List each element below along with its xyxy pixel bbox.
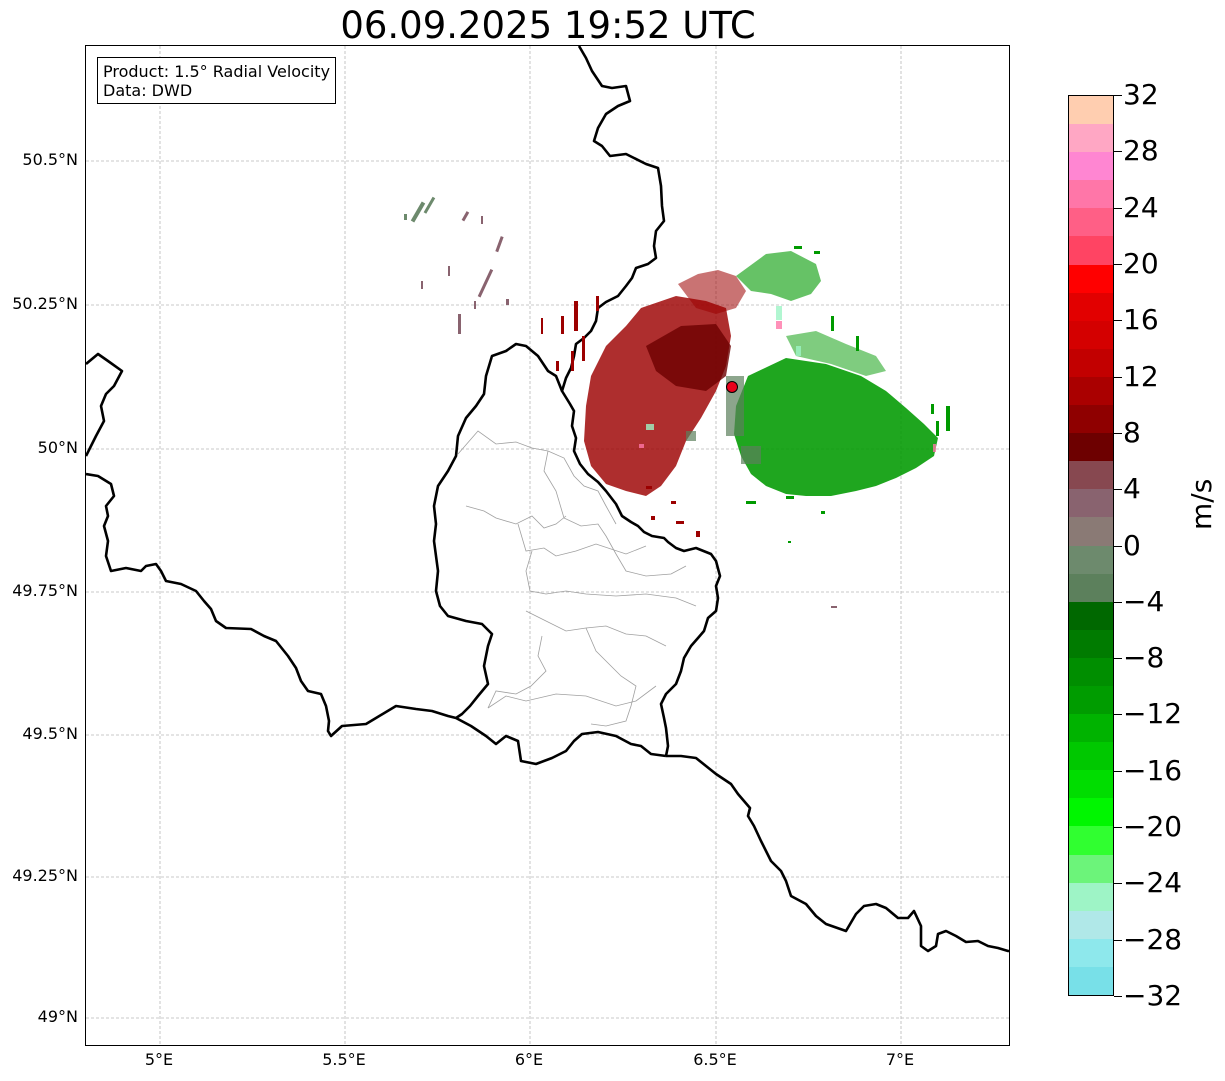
colorbar-segment bbox=[1069, 882, 1113, 911]
data-source-label: Data: DWD bbox=[103, 81, 193, 100]
lat-label: 50.25°N bbox=[12, 294, 78, 313]
colorbar-tick-label: 32 bbox=[1123, 78, 1159, 111]
colorbar-segment bbox=[1069, 938, 1113, 967]
colorbar-tick-label: 8 bbox=[1123, 416, 1141, 449]
colorbar-tick bbox=[1114, 771, 1122, 772]
graticule bbox=[86, 46, 1009, 1045]
colorbar-tick-label: −4 bbox=[1123, 585, 1165, 618]
colorbar-segment bbox=[1069, 180, 1113, 209]
colorbar-segment bbox=[1069, 264, 1113, 293]
colorbar-tick bbox=[1114, 264, 1122, 265]
colorbar-segment bbox=[1069, 629, 1113, 658]
colorbar-tick bbox=[1114, 714, 1122, 715]
colorbar-segment bbox=[1069, 714, 1113, 743]
lon-label: 6.5°E bbox=[693, 1050, 737, 1069]
colorbar-segment bbox=[1069, 405, 1113, 434]
colorbar-tick bbox=[1114, 940, 1122, 941]
colorbar-segment bbox=[1069, 517, 1113, 546]
colorbar-unit-label: m/s bbox=[1185, 478, 1218, 530]
lon-label: 7°E bbox=[885, 1050, 915, 1069]
colorbar-tick-label: 20 bbox=[1123, 247, 1159, 280]
lat-label: 49.5°N bbox=[22, 724, 78, 743]
map-title: 06.09.2025 19:52 UTC bbox=[340, 4, 756, 47]
lon-label: 6°E bbox=[514, 1050, 544, 1069]
colorbar-segment bbox=[1069, 573, 1113, 602]
colorbar-segment bbox=[1069, 826, 1113, 855]
lat-label: 49.75°N bbox=[12, 581, 78, 600]
colorbar-segment bbox=[1069, 770, 1113, 799]
colorbar-segment bbox=[1069, 124, 1113, 153]
aliased-velocity bbox=[646, 306, 801, 430]
country-borders bbox=[86, 46, 1009, 953]
colorbar-tick-label: 28 bbox=[1123, 134, 1159, 167]
colorbar-tick bbox=[1114, 151, 1122, 152]
colorbar-tick-label: −16 bbox=[1123, 754, 1183, 787]
colorbar-tick-label: −24 bbox=[1123, 866, 1183, 899]
colorbar-segment bbox=[1069, 966, 1113, 995]
product-info-box: Product: 1.5° Radial Velocity Data: DWD bbox=[97, 57, 337, 104]
lon-label: 5°E bbox=[144, 1050, 174, 1069]
colorbar-segment bbox=[1069, 742, 1113, 771]
colorbar-tick bbox=[1114, 827, 1122, 828]
colorbar-tick-label: 12 bbox=[1123, 360, 1159, 393]
colorbar-tick bbox=[1114, 433, 1122, 434]
colorbar-tick-label: −20 bbox=[1123, 810, 1183, 843]
colorbar-segment bbox=[1069, 433, 1113, 462]
colorbar-segment bbox=[1069, 320, 1113, 349]
map-canvas bbox=[86, 46, 1009, 1045]
colorbar-tick-label: 24 bbox=[1123, 191, 1159, 224]
colorbar-tick bbox=[1114, 602, 1122, 603]
lat-label: 49°N bbox=[37, 1007, 78, 1026]
colorbar-segment bbox=[1069, 657, 1113, 686]
colorbar-tick bbox=[1114, 489, 1122, 490]
colorbar-segment bbox=[1069, 376, 1113, 406]
colorbar-tick-label: 16 bbox=[1123, 303, 1159, 336]
colorbar-segment bbox=[1069, 854, 1113, 883]
colorbar-segment bbox=[1069, 489, 1113, 518]
colorbar-tick bbox=[1114, 208, 1122, 209]
colorbar-segment bbox=[1069, 348, 1113, 377]
colorbar-segment bbox=[1069, 601, 1113, 630]
colorbar-tick-label: −28 bbox=[1123, 923, 1183, 956]
lat-label: 50°N bbox=[37, 438, 78, 457]
colorbar-tick-label: −8 bbox=[1123, 641, 1165, 674]
product-label: Product: 1.5° Radial Velocity bbox=[103, 62, 331, 81]
colorbar-segment bbox=[1069, 152, 1113, 181]
radar-echoes bbox=[404, 196, 950, 608]
canton-boundaries bbox=[457, 430, 697, 727]
colorbar-tick bbox=[1114, 658, 1122, 659]
colorbar-segment bbox=[1069, 292, 1113, 321]
stray-echoes-west bbox=[404, 196, 436, 223]
colorbar-segment bbox=[1069, 461, 1113, 490]
colorbar-tick-label: 0 bbox=[1123, 529, 1141, 562]
colorbar-tick bbox=[1114, 320, 1122, 321]
colorbar-segment bbox=[1069, 96, 1113, 125]
colorbar-segment bbox=[1069, 545, 1113, 574]
velocity-colorbar bbox=[1068, 95, 1114, 996]
colorbar-tick bbox=[1114, 546, 1122, 547]
colorbar-segment bbox=[1069, 236, 1113, 265]
lat-label: 49.25°N bbox=[12, 866, 78, 885]
radar-map[interactable] bbox=[85, 45, 1010, 1046]
colorbar-segment bbox=[1069, 798, 1113, 827]
colorbar-segment bbox=[1069, 910, 1113, 939]
colorbar-tick bbox=[1114, 883, 1122, 884]
lon-label: 5.5°E bbox=[322, 1050, 366, 1069]
outbound-velocity-area bbox=[541, 270, 746, 537]
colorbar-segment bbox=[1069, 685, 1113, 715]
outbound-core bbox=[646, 324, 731, 391]
colorbar-tick bbox=[1114, 996, 1122, 997]
high-outbound-velocity bbox=[639, 321, 936, 452]
colorbar-tick-label: −32 bbox=[1123, 979, 1183, 1012]
radar-site-marker[interactable] bbox=[726, 381, 738, 393]
colorbar-tick-label: 4 bbox=[1123, 472, 1141, 505]
colorbar-tick bbox=[1114, 377, 1122, 378]
stray-echoes-northwest bbox=[421, 211, 837, 608]
inbound-velocity-area bbox=[734, 246, 950, 543]
colorbar-tick bbox=[1114, 95, 1122, 96]
lat-label: 50.5°N bbox=[22, 150, 78, 169]
colorbar-segment bbox=[1069, 208, 1113, 237]
colorbar-tick-label: −12 bbox=[1123, 697, 1183, 730]
